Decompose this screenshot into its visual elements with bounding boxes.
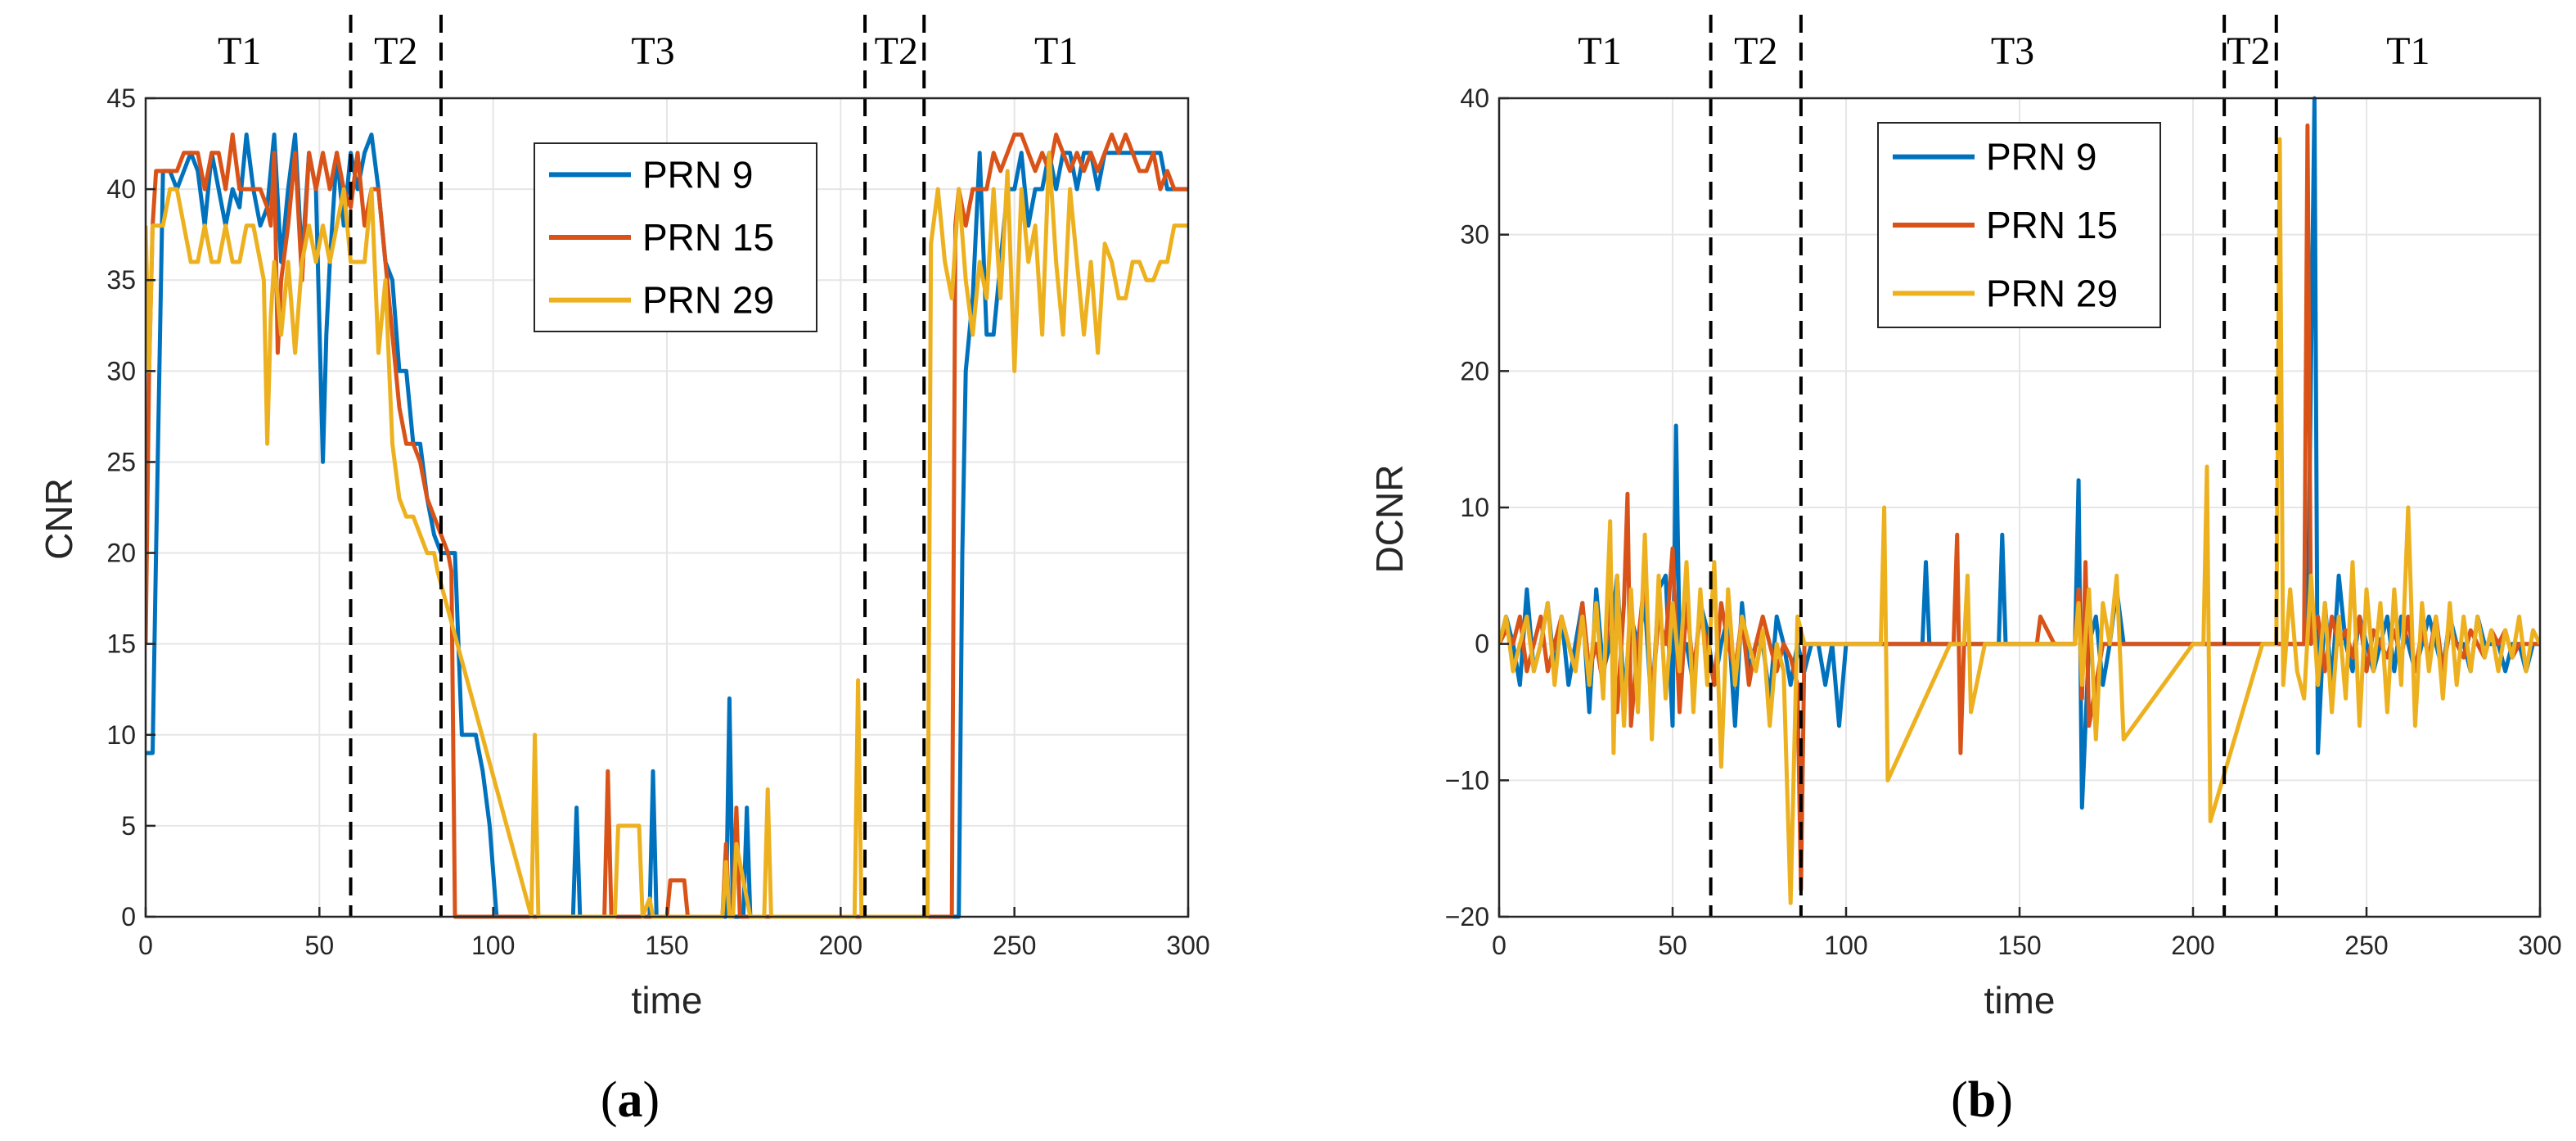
b-x-tick-label: 0 xyxy=(1492,931,1506,960)
b-legend-entry-prn-29: PRN 29 xyxy=(1986,272,2118,314)
b-phase-label-t3: T3 xyxy=(1991,29,2034,73)
panel-a-label: (a) xyxy=(601,1072,660,1128)
b-x-axis-label: time xyxy=(1984,979,2056,1021)
panel-b-dcnr-chart: T1 T2 T3 T2 T1 0 50 100 150 200 250 300 −20 −10 0 10 20 3… xyxy=(1368,15,2562,1021)
a-phase-label-t2: T2 xyxy=(374,29,417,73)
b-y-tick-label: 30 xyxy=(1460,220,1489,250)
b-phase-label-t1: T1 xyxy=(1578,29,1621,73)
a-legend-entry-prn-9: PRN 9 xyxy=(642,153,753,196)
a-series-line-prn-29 xyxy=(146,151,1188,919)
b-y-tick-label: 0 xyxy=(1475,629,1489,659)
b-y-tick-label: 40 xyxy=(1460,83,1489,113)
b-y-axis-label: DCNR xyxy=(1368,465,1411,574)
a-y-tick-label: 40 xyxy=(106,174,136,204)
a-y-tick-label: 0 xyxy=(121,902,136,931)
a-y-tick-label: 10 xyxy=(106,720,136,750)
a-x-tick-label: 250 xyxy=(993,931,1036,960)
b-x-tick-label: 150 xyxy=(1997,931,2041,960)
a-phase-label-t1: T1 xyxy=(218,29,261,73)
b-phase-label-t1: T1 xyxy=(2386,29,2430,73)
a-x-tick-label: 300 xyxy=(1166,931,1209,960)
a-phase-label-t3: T3 xyxy=(631,29,674,73)
a-x-axis-label: time xyxy=(632,979,703,1021)
b-phase-label-t2: T2 xyxy=(2227,29,2270,73)
a-x-tick-label: 100 xyxy=(471,931,515,960)
a-x-tick-label: 200 xyxy=(819,931,862,960)
a-y-tick-label: 20 xyxy=(106,539,136,568)
a-legend-entry-prn-15: PRN 15 xyxy=(642,216,774,259)
b-y-tick-label: 10 xyxy=(1460,493,1489,522)
b-legend-entry-prn-9: PRN 9 xyxy=(1986,136,2096,178)
b-x-tick-label: 200 xyxy=(2171,931,2214,960)
b-y-tick-label: 20 xyxy=(1460,356,1489,386)
a-y-tick-label: 35 xyxy=(106,265,136,295)
a-legend-entry-prn-29: PRN 29 xyxy=(642,279,774,322)
b-y-tick-label: −20 xyxy=(1445,902,1489,931)
a-y-tick-label: 30 xyxy=(106,356,136,386)
a-x-tick-label: 50 xyxy=(305,931,335,960)
a-y-tick-label: 25 xyxy=(106,447,136,476)
b-x-tick-label: 100 xyxy=(1824,931,1867,960)
b-legend-entry-prn-15: PRN 15 xyxy=(1986,204,2118,246)
a-y-axis-label: CNR xyxy=(38,478,80,560)
a-y-tick-label: 45 xyxy=(106,83,136,113)
panel-b-label: (b) xyxy=(1951,1072,2013,1128)
a-y-tick-label: 15 xyxy=(106,629,136,659)
b-phase-label-t2: T2 xyxy=(1734,29,1777,73)
b-x-tick-label: 50 xyxy=(1658,931,1687,960)
b-y-tick-label: −10 xyxy=(1445,765,1489,795)
a-x-tick-label: 150 xyxy=(645,931,688,960)
a-phase-label-t1: T1 xyxy=(1034,29,1078,73)
a-x-tick-label: 0 xyxy=(138,931,153,960)
b-x-tick-label: 300 xyxy=(2518,931,2561,960)
a-series-line-prn-15 xyxy=(146,132,1188,919)
a-phase-label-t2: T2 xyxy=(875,29,918,73)
panel-a-cnr-chart: T1 T2 T3 T2 T1 0 50 100 150 200 250 300 0 5 10 15 20 25 30… xyxy=(38,15,1210,1021)
a-y-tick-label: 5 xyxy=(121,811,136,841)
b-x-tick-label: 250 xyxy=(2344,931,2388,960)
b-series-line-prn-29 xyxy=(1499,137,2540,905)
